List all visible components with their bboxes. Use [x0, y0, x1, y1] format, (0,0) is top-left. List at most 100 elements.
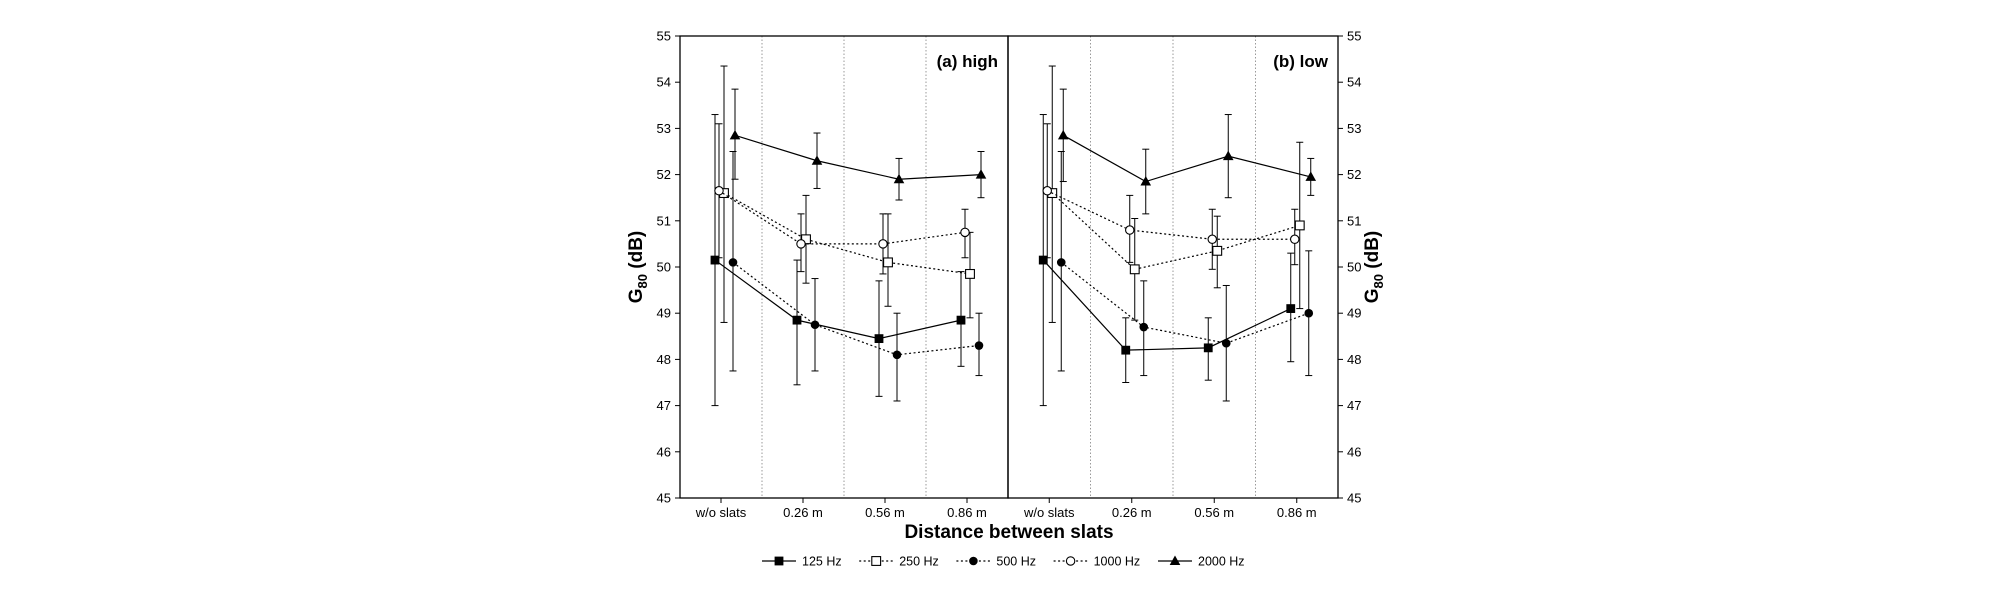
series-line — [1051, 192, 1300, 270]
data-point — [960, 227, 970, 238]
data-point — [956, 315, 966, 325]
series-250-hz — [1047, 65, 1305, 323]
series-250-hz — [719, 65, 975, 323]
x-tick-label: 0.26 m — [1112, 505, 1152, 520]
y-tick-label-right: 51 — [1347, 213, 1361, 228]
data-point — [892, 350, 902, 360]
y-tick-label-right: 55 — [1347, 29, 1361, 44]
legend-item: 1000 Hz — [1053, 555, 1141, 569]
y-title-main: G — [1362, 288, 1383, 303]
legend-label: 1000 Hz — [1094, 555, 1141, 569]
data-point — [714, 186, 724, 196]
series-line — [1042, 259, 1292, 351]
y-tick-label-left: 46 — [657, 444, 671, 459]
data-point — [1294, 220, 1305, 231]
legend-marker — [1065, 556, 1076, 566]
y-tick-label-left: 50 — [657, 260, 671, 275]
data-point — [1222, 150, 1234, 161]
y-title-sub: 80 — [635, 274, 650, 288]
y-tick-label-right: 47 — [1347, 398, 1361, 413]
x-tick-label: w/o slats — [1023, 505, 1075, 520]
legend-label: 2000 Hz — [1198, 555, 1245, 569]
series-line — [723, 192, 971, 275]
data-point — [1129, 264, 1140, 275]
series-line — [732, 261, 980, 356]
y-tick-label-right: 46 — [1347, 444, 1361, 459]
y-tick-label-left: 48 — [657, 352, 671, 367]
data-point — [975, 169, 987, 179]
x-tick-label: 0.26 m — [783, 505, 823, 520]
y-title-main: G — [626, 288, 647, 303]
y-tick-label-left: 47 — [657, 398, 671, 413]
data-point — [874, 334, 884, 344]
legend-item: 250 Hz — [859, 555, 939, 569]
y-tick-label-left: 45 — [657, 491, 671, 506]
y-axis-title-right: G80 (dB) — [1362, 231, 1386, 304]
legend-label: 125 Hz — [802, 555, 842, 569]
y-tick-label-left: 55 — [657, 29, 671, 44]
series-500-hz — [1056, 151, 1314, 402]
data-point — [811, 155, 823, 165]
y-tick-label-left: 51 — [657, 213, 671, 228]
data-point — [883, 257, 893, 268]
data-point — [796, 239, 806, 249]
data-point — [974, 341, 984, 350]
y-tick-label-left: 54 — [657, 75, 671, 90]
data-point — [1038, 255, 1048, 265]
data-point — [1140, 176, 1152, 186]
y-axis-title-left: G80 (dB) — [626, 231, 650, 304]
y-tick-label-right: 50 — [1347, 260, 1361, 275]
y-title-unit: (dB) — [1362, 231, 1383, 274]
data-point — [893, 173, 905, 184]
series-line — [1060, 261, 1309, 344]
y-tick-label-left: 52 — [657, 167, 671, 182]
series-125-hz — [1038, 114, 1296, 407]
legend-label: 250 Hz — [899, 555, 939, 569]
y-title-unit: (dB) — [626, 231, 647, 274]
y-tick-label-right: 54 — [1347, 75, 1361, 90]
data-point — [1212, 245, 1223, 256]
x-tick-label: w/o slats — [695, 505, 747, 520]
data-point — [1056, 258, 1066, 267]
legend-item: 500 Hz — [956, 555, 1036, 569]
panel-low: w/o slats 0.26 m 0.56 m 0.86 m (b) low — [1007, 35, 1339, 520]
data-point — [1042, 186, 1053, 196]
data-point — [729, 129, 741, 140]
data-point — [1139, 322, 1149, 332]
data-point — [728, 258, 738, 267]
data-point — [1221, 338, 1231, 348]
data-point — [878, 239, 888, 249]
data-point — [1304, 308, 1314, 318]
x-tick-label: 0.56 m — [1194, 505, 1234, 520]
x-axis-title: Distance between slats — [904, 522, 1113, 543]
data-point — [1207, 234, 1218, 245]
legend: 125 Hz 250 Hz 500 Hz 1000 Hz 2000 Hz — [762, 555, 1245, 569]
series-2000-hz — [1057, 88, 1317, 215]
data-point — [1057, 129, 1069, 140]
data-point — [1203, 343, 1213, 353]
data-point — [792, 315, 802, 325]
series-line — [734, 134, 982, 180]
y-tick-label-right: 53 — [1347, 121, 1361, 136]
legend-marker — [774, 556, 784, 566]
y-title-sub: 80 — [1371, 274, 1386, 288]
series-1000-hz — [714, 123, 970, 275]
y-tick-label-right: 45 — [1347, 491, 1361, 506]
legend-label: 500 Hz — [996, 555, 1036, 569]
data-point — [810, 320, 820, 330]
data-point — [710, 255, 720, 265]
legend-item: 2000 Hz — [1158, 555, 1245, 569]
data-point — [965, 268, 975, 279]
series-line — [1062, 134, 1311, 183]
data-point — [1125, 225, 1135, 235]
panel-high: w/o slats 0.26 m 0.56 m 0.86 m (a) high — [679, 35, 1009, 520]
y-tick-label-right: 48 — [1347, 352, 1361, 367]
x-tick-label: 0.86 m — [947, 505, 987, 520]
series-line — [1046, 190, 1295, 240]
y-tick-label-left: 49 — [657, 306, 671, 321]
series-125-hz — [710, 114, 966, 407]
y-tick-label-left: 53 — [657, 121, 671, 136]
legend-item: 125 Hz — [762, 555, 842, 569]
